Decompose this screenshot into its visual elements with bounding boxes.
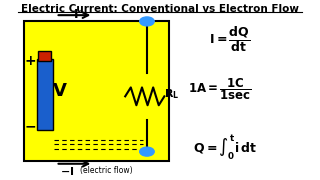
Bar — [24, 21, 169, 161]
Text: (electric flow): (electric flow) — [80, 166, 133, 175]
Text: Electric Current: Conventional vs Electron Flow: Electric Current: Conventional vs Electr… — [21, 4, 299, 14]
Text: $\mathbf{1A = \dfrac{1C}{1sec}}$: $\mathbf{1A = \dfrac{1C}{1sec}}$ — [188, 76, 251, 102]
Text: $\mathbf{R_L}$: $\mathbf{R_L}$ — [164, 88, 180, 102]
Text: $\mathbf{I}$: $\mathbf{I}$ — [73, 8, 79, 21]
Text: $\mathbf{-}$: $\mathbf{-}$ — [24, 118, 36, 132]
Text: $\mathbf{I = \dfrac{dQ}{dt}}$: $\mathbf{I = \dfrac{dQ}{dt}}$ — [209, 24, 251, 54]
Circle shape — [140, 17, 154, 26]
Bar — [37, 59, 53, 130]
Circle shape — [140, 147, 154, 156]
Bar — [38, 51, 51, 61]
Text: $\mathbf{+}$: $\mathbf{+}$ — [24, 54, 36, 68]
Text: $\mathbf{V}$: $\mathbf{V}$ — [52, 82, 68, 100]
Text: $\mathbf{-I}$: $\mathbf{-I}$ — [60, 165, 74, 177]
Text: $\mathbf{Q = \int_0^{t} i\, dt}$: $\mathbf{Q = \int_0^{t} i\, dt}$ — [193, 134, 257, 162]
